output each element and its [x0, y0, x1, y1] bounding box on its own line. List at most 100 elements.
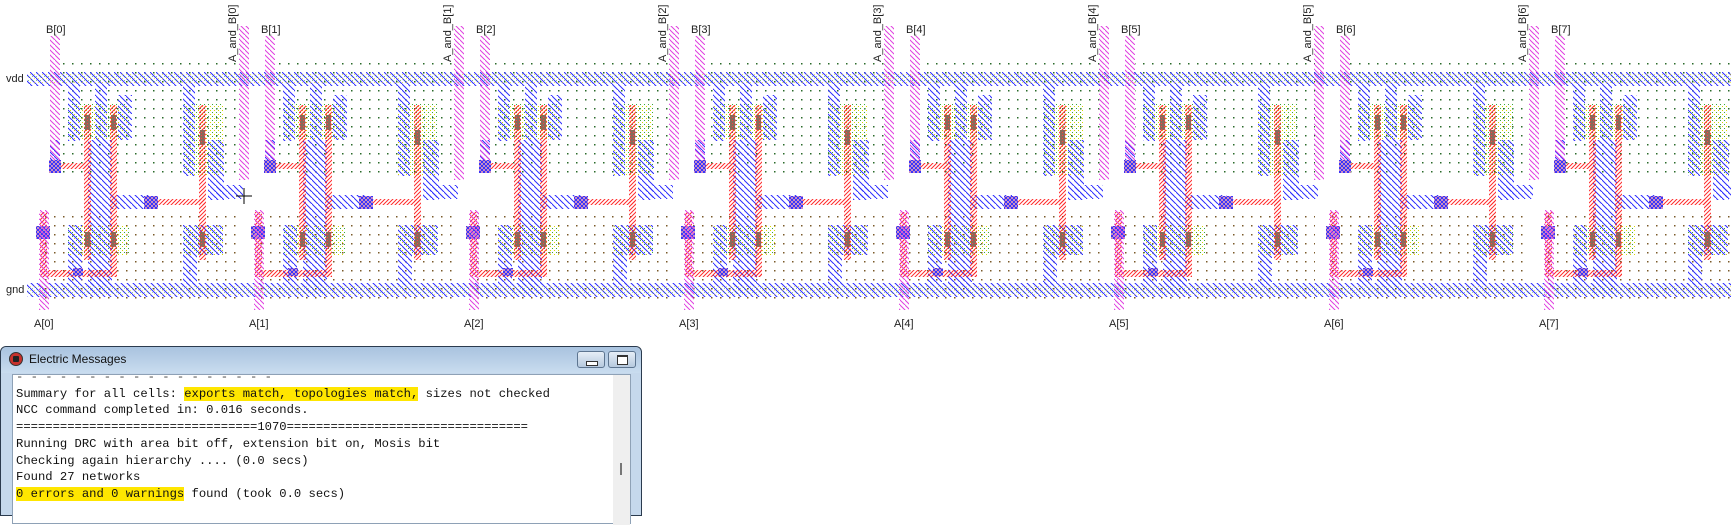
- metal1[interactable]: [95, 86, 107, 141]
- metal1[interactable]: [1623, 95, 1637, 140]
- metal1[interactable]: [733, 140, 757, 295]
- poly-gate[interactable]: [1489, 105, 1496, 260]
- poly-contact[interactable]: [789, 196, 803, 209]
- poly-wire[interactable]: [695, 163, 733, 169]
- metal1[interactable]: [1473, 86, 1485, 176]
- poly-contact[interactable]: [1554, 160, 1566, 173]
- poly-contact[interactable]: [1434, 196, 1448, 209]
- poly-gate[interactable]: [325, 105, 332, 277]
- poly-gate[interactable]: [970, 105, 977, 277]
- poly-wire[interactable]: [145, 199, 205, 205]
- poly-contact[interactable]: [479, 160, 491, 173]
- poly-gate[interactable]: [299, 105, 306, 260]
- metal1[interactable]: [68, 86, 80, 141]
- poly-wire[interactable]: [50, 163, 88, 169]
- metal1[interactable]: [303, 140, 327, 295]
- metal1[interactable]: [613, 255, 627, 285]
- metal1[interactable]: [1473, 255, 1487, 285]
- metal1[interactable]: [978, 95, 992, 140]
- poly-gate[interactable]: [1589, 105, 1596, 260]
- metal1[interactable]: [645, 185, 673, 199]
- metal1[interactable]: [1358, 86, 1370, 141]
- via-contact[interactable]: [1363, 268, 1373, 276]
- pin-b[interactable]: [50, 36, 60, 160]
- poly-contact[interactable]: [694, 160, 706, 173]
- metal1[interactable]: [955, 86, 967, 141]
- metal1[interactable]: [1573, 86, 1585, 141]
- metal1[interactable]: [118, 95, 132, 140]
- pin-a-and-b[interactable]: [884, 26, 894, 180]
- poly-gate[interactable]: [844, 105, 851, 260]
- pin-a[interactable]: [1114, 210, 1124, 310]
- poly-contact[interactable]: [909, 160, 921, 173]
- poly-gate[interactable]: [1274, 105, 1281, 260]
- metal1[interactable]: [1688, 255, 1702, 285]
- pin-a-and-b[interactable]: [454, 26, 464, 180]
- and-gate-cell[interactable]: [1326, 62, 1533, 305]
- metal1[interactable]: [740, 86, 752, 141]
- metal1[interactable]: [283, 86, 295, 141]
- poly-wire[interactable]: [360, 199, 420, 205]
- metal1[interactable]: [1505, 185, 1533, 199]
- pin-a-and-b[interactable]: [669, 26, 679, 180]
- messages-window[interactable]: Electric Messages - - - - - - - - - - - …: [0, 346, 642, 525]
- metal1[interactable]: [327, 195, 367, 209]
- via-contact[interactable]: [288, 268, 298, 276]
- pin-a[interactable]: [684, 210, 694, 310]
- metal1[interactable]: [498, 86, 510, 141]
- maximize-button[interactable]: [608, 351, 636, 368]
- poly-gate[interactable]: [199, 105, 206, 260]
- poly-wire[interactable]: [1555, 163, 1593, 169]
- vertical-scrollbar[interactable]: [613, 375, 630, 525]
- metal1[interactable]: [542, 195, 582, 209]
- and-gate-cell[interactable]: [1111, 62, 1318, 305]
- and-gate-cell[interactable]: [251, 62, 458, 305]
- pin-b[interactable]: [695, 36, 705, 160]
- poly-gate[interactable]: [755, 105, 762, 277]
- pin-b[interactable]: [1555, 36, 1565, 160]
- metal1[interactable]: [1385, 86, 1397, 141]
- metal1[interactable]: [333, 95, 347, 140]
- pin-a[interactable]: [469, 210, 479, 310]
- and-gate-cell[interactable]: [896, 62, 1103, 305]
- and-gate-cell[interactable]: [681, 62, 888, 305]
- metal1[interactable]: [1163, 140, 1187, 295]
- poly-gate[interactable]: [514, 105, 521, 260]
- poly-gate[interactable]: [1704, 105, 1711, 260]
- via-contact[interactable]: [1148, 268, 1158, 276]
- messages-title-bar[interactable]: Electric Messages: [1, 347, 641, 373]
- poly-contact[interactable]: [144, 196, 158, 209]
- poly-gate[interactable]: [629, 105, 636, 260]
- metal1[interactable]: [518, 140, 542, 295]
- metal1[interactable]: [1600, 86, 1612, 141]
- poly-contact[interactable]: [1649, 196, 1663, 209]
- pin-a-and-b[interactable]: [1314, 26, 1324, 180]
- poly-wire[interactable]: [265, 163, 303, 169]
- via-contact[interactable]: [1578, 268, 1588, 276]
- pin-a-and-b[interactable]: [239, 26, 249, 180]
- poly-gate[interactable]: [110, 105, 117, 277]
- metal1[interactable]: [1043, 255, 1057, 285]
- metal1[interactable]: [1258, 255, 1272, 285]
- via-contact[interactable]: [503, 268, 513, 276]
- and-gate-cell[interactable]: [1541, 62, 1731, 305]
- metal1[interactable]: [183, 86, 195, 176]
- poly-contact[interactable]: [359, 196, 373, 209]
- poly-wire[interactable]: [480, 163, 518, 169]
- pin-a[interactable]: [39, 210, 49, 310]
- metal1[interactable]: [972, 195, 1012, 209]
- poly-contact[interactable]: [1124, 160, 1136, 173]
- metal1[interactable]: [1378, 140, 1402, 295]
- pin-a[interactable]: [1329, 210, 1339, 310]
- poly-gate[interactable]: [1185, 105, 1192, 277]
- poly-wire[interactable]: [1005, 199, 1065, 205]
- poly-gate[interactable]: [944, 105, 951, 260]
- metal1[interactable]: [1408, 95, 1422, 140]
- metal1[interactable]: [1193, 95, 1207, 140]
- minimize-button[interactable]: [577, 351, 605, 368]
- poly-gate[interactable]: [1615, 105, 1622, 277]
- poly-gate[interactable]: [84, 105, 91, 260]
- poly-contact[interactable]: [574, 196, 588, 209]
- poly-contact[interactable]: [264, 160, 276, 173]
- metal1[interactable]: [1593, 140, 1617, 295]
